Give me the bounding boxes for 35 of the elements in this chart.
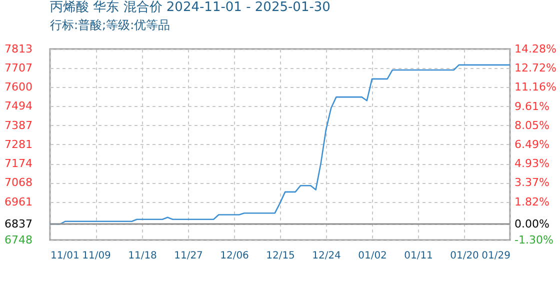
x-tick-label: 11/09 [82,250,111,262]
x-tick-label: 11/27 [174,250,203,262]
chart-subtitle: 行标:普酸;等级:优等品 [50,18,170,32]
y-tick-label: 7174 [4,157,32,170]
y-tick-label: 7813 [4,42,32,56]
y2-tick-label: 14.28% [514,42,556,56]
y2-tick-label: -1.30% [514,234,554,246]
y-tick-label: 7068 [4,176,32,190]
y2-tick-label: 6.49% [514,138,550,151]
x-tick-label: 12/15 [266,250,295,262]
x-tick-label: 12/24 [312,250,341,262]
y-tick-label: 7387 [4,118,32,132]
x-tick-label: 11/18 [128,250,157,262]
y2-tick-label: 8.05% [514,118,550,132]
y2-tick-label: 0.00% [514,218,550,231]
y2-tick-label: 11.16% [514,80,556,94]
y-tick-label: 7494 [4,100,32,113]
x-tick-label: 01/11 [404,250,433,262]
y-tick-label: 6748 [4,234,32,246]
y2-tick-label: 1.82% [514,195,550,208]
y2-tick-label: 4.93% [514,157,550,170]
y-tick-label: 7600 [4,80,32,94]
y2-tick-label: 3.37% [514,176,550,190]
x-tick-label: 01/02 [358,250,387,262]
y2-tick-label: 9.61% [514,100,550,113]
x-tick-label: 01/20 [450,250,479,262]
y-tick-label: 7281 [4,138,32,151]
x-tick-label: 01/29 [482,250,510,262]
x-tick-label: 12/06 [220,250,249,262]
chart-title: 丙烯酸 华东 混合价 2024-11-01 - 2025-01-30 [50,0,330,15]
y-tick-label: 6837 [4,218,32,231]
y-tick-label: 7707 [4,62,32,75]
x-tick-label: 11/01 [50,250,80,262]
y-tick-label: 6961 [4,195,32,208]
y2-tick-label: 12.72% [514,62,556,75]
